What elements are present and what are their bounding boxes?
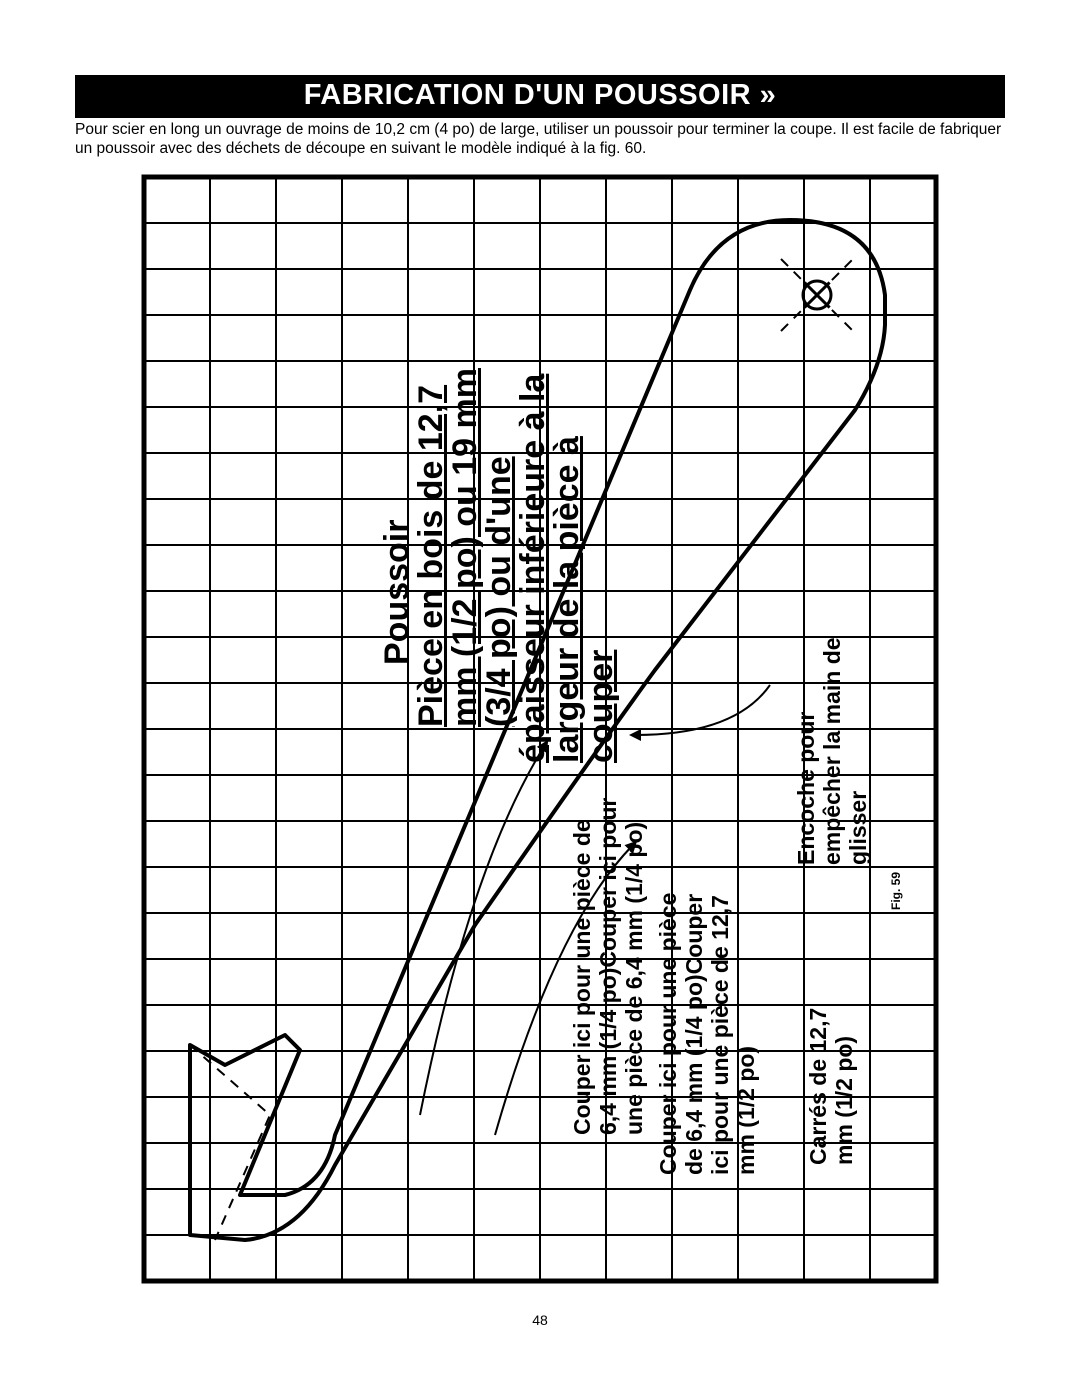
push-stick-diagram: Poussoir Pièce en bois de 12,7 mm (1/2 p… bbox=[75, 165, 1005, 1295]
label-poussoir-sub5: largeur de la pièce à bbox=[551, 436, 583, 763]
label-poussoir-sub3: (3/4 po) ou d'une bbox=[483, 456, 515, 727]
label-cut2-l3: ici pour une pièce de 12,7 bbox=[709, 895, 732, 1175]
label-notch-l1: Encoche pour bbox=[795, 711, 818, 864]
label-poussoir-sub4: épaisseur inférieure à la bbox=[517, 373, 549, 762]
label-cut2-l1: Couper ici pour une pièce bbox=[657, 892, 680, 1174]
section-title: FABRICATION D'UN POUSSOIR » bbox=[75, 75, 1005, 118]
label-poussoir-sub6: couper bbox=[585, 649, 617, 762]
label-notch-l2: empêcher la main de bbox=[821, 637, 844, 865]
label-cut1-l1: Couper ici pour une pièce de bbox=[571, 819, 594, 1135]
label-poussoir-title: Poussoir bbox=[381, 519, 413, 664]
intro-text: Pour scier en long un ouvrage de moins d… bbox=[75, 118, 1005, 165]
label-notch-l3: glisser bbox=[847, 791, 870, 865]
label-cut1-l2: 6,4 mm (1/4 po)Couper ici pour bbox=[597, 797, 620, 1134]
label-poussoir-sub1: Pièce en bois de 12,7 bbox=[415, 385, 447, 727]
figure-caption: Fig. 59 bbox=[889, 872, 903, 910]
label-cut2-l2: de 6,4 mm (1/4 po)Couper bbox=[683, 894, 706, 1175]
label-squares-l2: mm (1/2 po) bbox=[833, 1036, 856, 1165]
label-cut1-l3: une pièce de 6,4 mm (1/4 po) bbox=[623, 822, 646, 1135]
label-poussoir-sub2: mm (1/2 po) ou 19 mm bbox=[449, 368, 481, 727]
page-number: 48 bbox=[75, 1312, 1005, 1328]
label-squares-l1: Carrés de 12,7 bbox=[807, 1007, 830, 1164]
label-cut2-l4: mm (1/2 po) bbox=[735, 1046, 758, 1175]
